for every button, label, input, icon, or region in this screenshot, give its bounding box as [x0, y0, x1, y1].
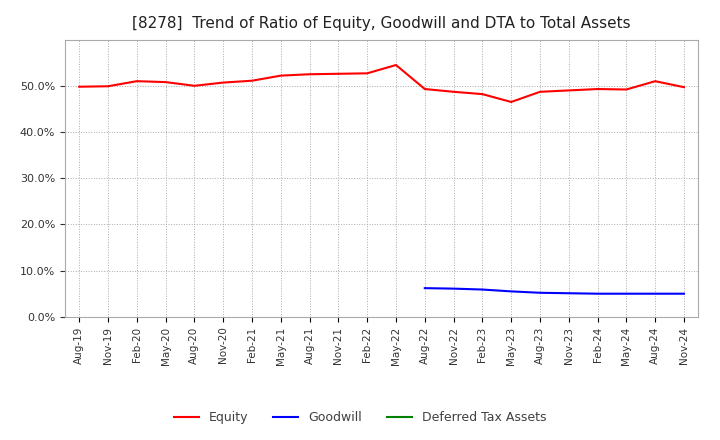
- Equity: [219, 80, 228, 85]
- Goodwill: [420, 286, 429, 291]
- Equity: [104, 84, 112, 89]
- Line: Goodwill: Goodwill: [425, 288, 684, 294]
- Equity: [392, 62, 400, 68]
- Goodwill: [536, 290, 544, 295]
- Equity: [507, 99, 516, 105]
- Equity: [680, 84, 688, 90]
- Goodwill: [478, 287, 487, 292]
- Goodwill: [651, 291, 660, 297]
- Equity: [248, 78, 256, 83]
- Equity: [420, 86, 429, 92]
- Goodwill: [680, 291, 688, 297]
- Goodwill: [622, 291, 631, 297]
- Goodwill: [507, 289, 516, 294]
- Equity: [334, 71, 343, 77]
- Equity: [75, 84, 84, 89]
- Equity: [449, 89, 458, 95]
- Equity: [651, 78, 660, 84]
- Line: Equity: Equity: [79, 65, 684, 102]
- Equity: [564, 88, 573, 93]
- Equity: [305, 72, 314, 77]
- Goodwill: [449, 286, 458, 291]
- Equity: [161, 80, 170, 85]
- Equity: [276, 73, 285, 78]
- Equity: [478, 92, 487, 97]
- Goodwill: [593, 291, 602, 297]
- Equity: [593, 86, 602, 92]
- Goodwill: [564, 290, 573, 296]
- Equity: [622, 87, 631, 92]
- Equity: [190, 83, 199, 88]
- Legend: Equity, Goodwill, Deferred Tax Assets: Equity, Goodwill, Deferred Tax Assets: [168, 407, 552, 429]
- Title: [8278]  Trend of Ratio of Equity, Goodwill and DTA to Total Assets: [8278] Trend of Ratio of Equity, Goodwil…: [132, 16, 631, 32]
- Equity: [363, 71, 372, 76]
- Equity: [536, 89, 544, 95]
- Equity: [132, 78, 141, 84]
